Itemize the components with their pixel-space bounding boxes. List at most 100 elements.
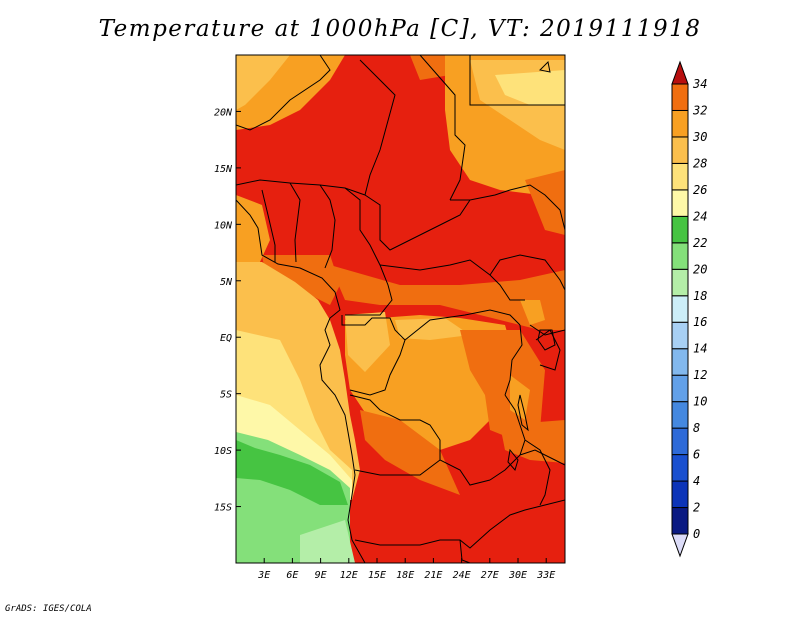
- colorbar-label: 18: [693, 289, 707, 303]
- temperature-region-18: [300, 520, 355, 563]
- colorbar-label: 24: [693, 209, 707, 223]
- colorbar-swatch: [671, 374, 689, 403]
- colorbar-label: 30: [692, 130, 707, 144]
- country-border: [419, 55, 466, 201]
- temperature-region-24: [495, 70, 565, 105]
- colorbar-under-triangle: [671, 533, 689, 558]
- temperature-region-28: [520, 300, 545, 325]
- map-frame: [235, 54, 566, 564]
- country-border: [469, 55, 565, 106]
- country-border: [450, 184, 565, 231]
- colorbar-label: 12: [693, 368, 707, 382]
- colorbar-label: 26: [693, 183, 707, 197]
- country-border: [529, 324, 565, 336]
- latitude-axis: 20N 15N 10N 5N EQ 5S 10S 15S: [214, 107, 241, 514]
- colorbar-swatch: [671, 401, 689, 429]
- country-border: [364, 194, 471, 251]
- lake-outline: [537, 329, 556, 351]
- country-border: [341, 315, 406, 396]
- lon-tick-label: 3E: [257, 570, 270, 581]
- temperature-region-22: [236, 440, 348, 505]
- lon-tick-label: 30E: [508, 570, 527, 581]
- lake-outline: [517, 394, 529, 432]
- colorbar-swatch: [671, 109, 689, 138]
- software-credit: GrADS: IGES/COLA: [5, 604, 92, 614]
- temperature-region-30: [262, 255, 340, 305]
- lat-tick-label: 10S: [214, 446, 232, 457]
- country-border: [236, 55, 331, 131]
- country-border: [524, 439, 551, 506]
- plot-title: Temperature at 1000hPa [C], VT: 20191119…: [98, 16, 702, 42]
- lon-tick-label: 15E: [368, 570, 386, 581]
- longitude-axis: 3E 6E 9E 12E 15E 18E 21E 24E 27E 30E 33E: [257, 558, 555, 581]
- country-border: [236, 179, 366, 196]
- country-border: [359, 59, 396, 196]
- lat-tick-label: 5S: [220, 390, 232, 401]
- lon-tick-label: 12E: [340, 570, 358, 581]
- colorbar-swatch: [671, 136, 689, 164]
- colorbar-label: 28: [693, 156, 707, 170]
- colorbar-swatch: [671, 295, 689, 323]
- country-border: [504, 324, 523, 396]
- temperature-region-28: [236, 195, 270, 262]
- colorbar-label: 20: [693, 262, 707, 276]
- lon-tick-label: 18E: [396, 570, 414, 581]
- colorbar-swatch: [671, 507, 689, 535]
- temperature-region-30: [500, 420, 565, 463]
- country-border: [404, 309, 521, 341]
- lake-outline: [538, 60, 551, 73]
- colorbar-label: 16: [693, 315, 707, 329]
- lat-tick-label: 15N: [214, 164, 233, 175]
- colorbar-label: 10: [693, 395, 707, 409]
- temperature-region-30: [410, 55, 455, 80]
- temperature-region-26: [236, 55, 290, 110]
- colorbar-label: 32: [692, 103, 707, 117]
- country-border: [519, 449, 565, 466]
- colorbar-label: 34: [692, 77, 707, 91]
- temperature-region-26: [395, 318, 470, 340]
- lon-tick-label: 33E: [536, 570, 555, 581]
- country-border: [319, 184, 336, 269]
- lake-outline: [507, 448, 519, 472]
- map-boundaries: [236, 55, 565, 563]
- colorbar-swatch: [671, 215, 689, 244]
- lon-tick-label: 9E: [315, 570, 327, 581]
- temperature-field: [236, 55, 565, 563]
- lon-tick-label: 27E: [481, 570, 499, 581]
- colorbar-swatch: [671, 162, 689, 191]
- temperature-region-30: [525, 170, 565, 235]
- colorbar-swatch: [671, 480, 689, 509]
- temperature-region-26: [345, 312, 390, 372]
- country-border: [489, 254, 565, 291]
- colorbar-label: 14: [693, 342, 707, 356]
- colorbar-swatch: [671, 321, 689, 350]
- colorbar-label: 6: [693, 448, 700, 462]
- country-border: [349, 394, 491, 486]
- country-border: [354, 459, 441, 476]
- lon-tick-label: 24E: [453, 570, 471, 581]
- colorbar-swatch: [671, 454, 689, 482]
- lat-tick-label: 20N: [214, 107, 233, 118]
- lon-tick-label: 6E: [286, 570, 298, 581]
- colorbar-label: 0: [693, 527, 700, 541]
- colorbar-swatch: [671, 348, 689, 376]
- colorbar-swatch: [671, 189, 689, 217]
- lon-tick-label: 21E: [424, 570, 442, 581]
- colorbar-label: 22: [693, 236, 707, 250]
- temperature-region-30: [360, 410, 460, 495]
- lat-tick-label: 10N: [214, 220, 233, 231]
- lat-tick-label: 15S: [214, 503, 232, 514]
- country-border: [289, 182, 301, 263]
- lat-tick-label: 5N: [220, 277, 233, 288]
- colorbar-swatch: [671, 242, 689, 270]
- country-border: [379, 259, 525, 301]
- colorbar-label: 8: [693, 421, 700, 435]
- colorbar-label: 4: [693, 474, 700, 488]
- colorbar-over-triangle: [671, 60, 689, 85]
- colorbar-label: 2: [693, 501, 700, 515]
- country-border: [354, 499, 565, 549]
- colorbar-swatch: [671, 427, 689, 456]
- coastline: [236, 199, 366, 563]
